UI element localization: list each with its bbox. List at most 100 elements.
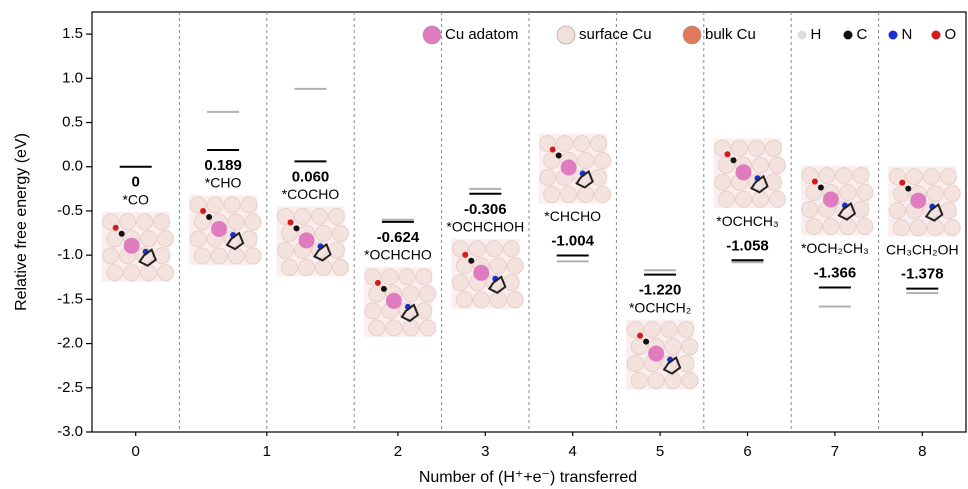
legend-label: Cu adatom <box>445 26 518 43</box>
state-label: CH₃CH₂OH <box>886 241 959 257</box>
surface-atom <box>190 231 206 247</box>
surface-atom <box>753 157 769 173</box>
surface-atom <box>893 220 909 236</box>
surface-atom <box>857 185 873 201</box>
surface-atom <box>503 275 519 291</box>
surface-atom <box>469 241 485 257</box>
x-tick-label: 3 <box>481 443 489 460</box>
surface-atom <box>107 265 123 281</box>
surface-atom <box>312 208 328 224</box>
surface-atom <box>124 265 140 281</box>
surface-atom <box>137 214 153 230</box>
legend-marker <box>557 26 575 44</box>
surface-atom <box>574 136 590 152</box>
adatom <box>211 221 227 237</box>
surface-atom <box>228 248 244 264</box>
surface-atom <box>158 231 174 247</box>
surface-atom <box>141 265 157 281</box>
surface-atom <box>857 219 873 235</box>
surface-atom <box>158 265 174 281</box>
surface-atom <box>420 320 436 336</box>
surface-atom <box>103 248 119 264</box>
surface-atom <box>403 286 419 302</box>
atom-c <box>206 214 212 220</box>
x-tick-label: 5 <box>656 443 664 460</box>
surface-atom <box>316 259 332 275</box>
surface-atom <box>557 136 573 152</box>
structure-image <box>539 134 611 204</box>
adatom <box>386 293 402 309</box>
surface-atom <box>369 320 385 336</box>
structure-image <box>102 212 174 282</box>
surface-atom <box>578 187 594 203</box>
surface-atom <box>278 242 294 258</box>
surface-atom <box>452 275 468 291</box>
surface-atom <box>682 339 698 355</box>
y-tick-label: -3.0 <box>57 423 83 440</box>
y-tick-label: 0.5 <box>62 113 83 130</box>
adatom <box>648 346 664 362</box>
surface-atom <box>770 157 786 173</box>
structure-image <box>714 138 786 208</box>
surface-atom <box>561 187 577 203</box>
surface-atom <box>333 259 349 275</box>
surface-atom <box>840 185 856 201</box>
surface-atom <box>420 286 436 302</box>
x-tick-label: 7 <box>831 443 839 460</box>
legend-label: H <box>811 26 822 43</box>
y-tick-label: -0.5 <box>57 202 83 219</box>
surface-atom <box>386 320 402 336</box>
surface-atom <box>944 220 960 236</box>
state-label: *OCHCHO <box>364 247 432 263</box>
structure-image <box>888 167 960 237</box>
surface-atom <box>507 292 523 308</box>
surface-atom <box>224 197 240 213</box>
surface-atom <box>749 140 765 156</box>
atom-c <box>818 185 824 191</box>
surface-atom <box>661 322 677 338</box>
surface-atom <box>682 373 698 389</box>
surface-atom <box>631 373 647 389</box>
state-label: *COCHO <box>282 186 340 202</box>
surface-atom <box>591 170 607 186</box>
x-axis-label: Number of (H⁺+e⁻) transferred <box>419 469 637 486</box>
surface-atom <box>766 174 782 190</box>
surface-atom <box>141 231 157 247</box>
surface-atom <box>154 248 170 264</box>
surface-atom <box>578 153 594 169</box>
surface-atom <box>486 241 502 257</box>
value-label: -1.058 <box>726 237 769 254</box>
surface-atom <box>823 219 839 235</box>
surface-atom <box>207 197 223 213</box>
surface-atom <box>228 214 244 230</box>
atom-o <box>288 219 294 225</box>
surface-atom <box>503 241 519 257</box>
adatom <box>736 164 752 180</box>
legend-label: N <box>902 26 913 43</box>
surface-atom <box>295 208 311 224</box>
surface-atom <box>403 320 419 336</box>
legend-marker <box>798 31 807 40</box>
surface-atom <box>732 140 748 156</box>
atom-c <box>294 225 300 231</box>
surface-atom <box>490 292 506 308</box>
y-tick-label: -2.0 <box>57 335 83 352</box>
value-label: -1.378 <box>901 266 944 283</box>
surface-atom <box>490 258 506 274</box>
legend-label: surface Cu <box>579 26 652 43</box>
adatom <box>910 193 926 209</box>
atom-o <box>637 333 643 339</box>
surface-atom <box>245 214 261 230</box>
atom-c <box>731 157 737 163</box>
surface-atom <box>241 197 257 213</box>
surface-atom <box>365 303 381 319</box>
surface-atom <box>507 258 523 274</box>
surface-atom <box>665 339 681 355</box>
x-tick-label: 1 <box>263 443 271 460</box>
value-label: -0.306 <box>464 201 507 218</box>
y-tick-label: -1.5 <box>57 290 83 307</box>
y-tick-label: -1.0 <box>57 246 83 263</box>
adatom <box>561 160 577 176</box>
atom-c <box>468 258 474 264</box>
surface-atom <box>595 187 611 203</box>
